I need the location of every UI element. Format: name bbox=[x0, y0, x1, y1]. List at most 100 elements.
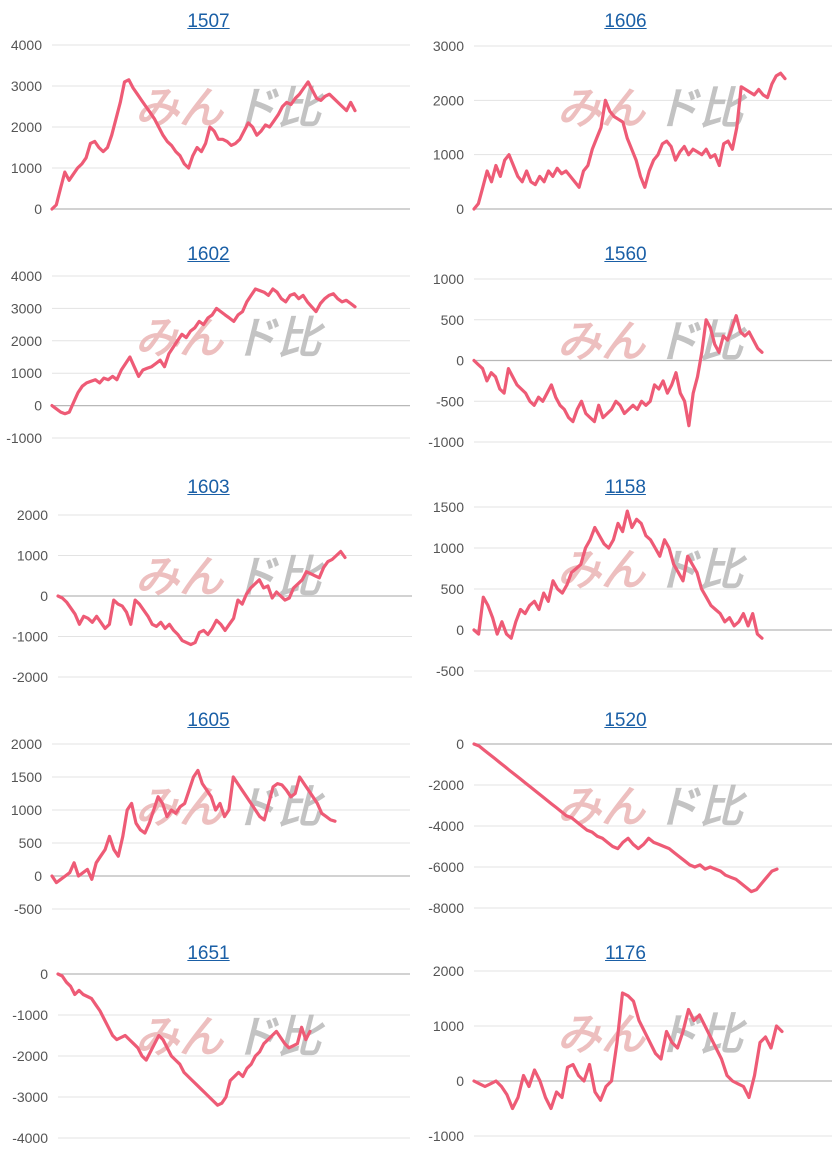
y-tick-label: -2000 bbox=[428, 777, 464, 793]
watermark-logo-part2: ド比 bbox=[655, 782, 748, 833]
y-tick-label: 0 bbox=[456, 201, 464, 217]
y-tick-label: -1000 bbox=[428, 1128, 464, 1144]
y-tick-label: 2000 bbox=[11, 119, 42, 135]
series-line bbox=[50, 768, 337, 885]
chart-panel-1605: 1605 2000 1500 1000 500 0 -500 みん ド比 bbox=[0, 699, 417, 932]
chart-title-link[interactable]: 1560 bbox=[604, 244, 647, 265]
y-tick-label: 2000 bbox=[11, 736, 42, 752]
series-line bbox=[472, 71, 787, 211]
watermark-logo-part2: ド比 bbox=[655, 83, 748, 134]
series-line bbox=[472, 509, 764, 640]
chart-panel-1158: 1158 1500 1000 500 0 -500 みん ド比 bbox=[417, 466, 834, 699]
series-line bbox=[472, 742, 779, 894]
line-chart: 0 -2000 -4000 -6000 -8000 みん ド比 bbox=[428, 736, 832, 916]
chart-title-link[interactable]: 1651 bbox=[187, 943, 230, 964]
y-tick-label: 0 bbox=[40, 966, 48, 982]
y-tick-label: 1000 bbox=[433, 1018, 464, 1034]
y-tick-label: 2000 bbox=[17, 507, 48, 523]
y-tick-label: 2000 bbox=[11, 333, 42, 349]
y-tick-label: 1000 bbox=[433, 540, 464, 556]
y-tick-label: -1000 bbox=[6, 430, 42, 446]
watermark-logo-part2: ド比 bbox=[233, 782, 326, 833]
y-tick-label: -2000 bbox=[12, 1048, 48, 1064]
y-tick-label: 0 bbox=[456, 622, 464, 638]
y-tick-label: -1000 bbox=[12, 629, 48, 645]
y-tick-label: 500 bbox=[441, 312, 465, 328]
y-tick-label: -500 bbox=[14, 901, 42, 917]
y-tick-label: 0 bbox=[456, 353, 464, 369]
y-tick-label: -4000 bbox=[428, 818, 464, 834]
y-tick-label: 0 bbox=[34, 398, 42, 414]
y-tick-label: 2000 bbox=[433, 963, 464, 979]
chart-title-link[interactable]: 1176 bbox=[605, 943, 646, 964]
chart-title-link[interactable]: 1606 bbox=[604, 11, 647, 32]
y-tick-label: 0 bbox=[456, 1073, 464, 1089]
chart-title-link[interactable]: 1602 bbox=[187, 244, 230, 265]
y-tick-label: 4000 bbox=[11, 37, 42, 53]
y-tick-label: 1500 bbox=[433, 499, 464, 515]
y-tick-label: -500 bbox=[436, 393, 464, 409]
watermark-logo-part1: みん bbox=[557, 782, 647, 833]
watermark-logo-part1: みん bbox=[557, 545, 647, 596]
series-line bbox=[56, 972, 312, 1107]
chart-title-link[interactable]: 1507 bbox=[187, 11, 230, 32]
y-tick-label: 0 bbox=[34, 201, 42, 217]
watermark-logo-part2: ド比 bbox=[233, 313, 326, 364]
watermark-logo-part1: みん bbox=[135, 83, 225, 134]
chart-panel-1560: 1560 1000 500 0 -500 -1000 みん ド比 bbox=[417, 233, 834, 466]
y-tick-label: 1000 bbox=[17, 548, 48, 564]
y-tick-label: -2000 bbox=[12, 669, 48, 685]
watermark-logo-part1: みん bbox=[557, 316, 647, 367]
chart-panel-1507: 1507 4000 3000 2000 1000 0 みん ド比 bbox=[0, 0, 417, 233]
y-tick-label: 1000 bbox=[11, 160, 42, 176]
chart-panel-1520: 1520 0 -2000 -4000 -6000 -8000 みん ド比 bbox=[417, 699, 834, 932]
series-line bbox=[472, 314, 764, 428]
y-tick-label: 0 bbox=[34, 868, 42, 884]
series-line bbox=[50, 287, 357, 416]
y-tick-label: -3000 bbox=[12, 1089, 48, 1105]
series-line bbox=[50, 78, 357, 211]
chart-panel-1176: 1176 2000 1000 0 -1000 みん ド比 bbox=[417, 932, 834, 1165]
y-tick-label: -1000 bbox=[428, 434, 464, 450]
y-tick-label: -500 bbox=[436, 663, 464, 679]
y-tick-label: 2000 bbox=[433, 92, 464, 108]
chart-title-link[interactable]: 1605 bbox=[187, 710, 230, 731]
y-tick-label: 1000 bbox=[433, 271, 464, 287]
series-line bbox=[472, 991, 784, 1111]
y-tick-label: 1000 bbox=[11, 365, 42, 381]
series-line bbox=[56, 549, 347, 647]
y-tick-label: 1000 bbox=[11, 802, 42, 818]
y-tick-label: 500 bbox=[441, 581, 465, 597]
watermark-logo-part1: みん bbox=[135, 552, 225, 603]
chart-panel-1602: 1602 4000 3000 2000 1000 0 -1000 みん ド比 bbox=[0, 233, 417, 466]
y-tick-label: -8000 bbox=[428, 900, 464, 916]
y-tick-label: 3000 bbox=[11, 300, 42, 316]
chart-title-link[interactable]: 1520 bbox=[604, 710, 647, 731]
y-tick-label: 1000 bbox=[433, 147, 464, 163]
y-tick-label: -4000 bbox=[12, 1130, 48, 1146]
y-tick-label: 4000 bbox=[11, 268, 42, 284]
chart-title-link[interactable]: 1158 bbox=[605, 477, 646, 498]
watermark-logo-part1: みん bbox=[557, 1009, 647, 1060]
chart-panel-1651: 1651 0 -1000 -2000 -3000 -4000 みん ド比 bbox=[0, 932, 417, 1165]
chart-panel-1606: 1606 3000 2000 1000 0 みん ド比 bbox=[417, 0, 834, 233]
chart-panel-1603: 1603 2000 1000 0 -1000 -2000 みん ド比 bbox=[0, 466, 417, 699]
y-tick-label: -6000 bbox=[428, 859, 464, 875]
y-tick-label: 3000 bbox=[11, 78, 42, 94]
y-tick-label: 0 bbox=[40, 588, 48, 604]
y-tick-label: -1000 bbox=[12, 1007, 48, 1023]
y-tick-label: 1500 bbox=[11, 769, 42, 785]
y-tick-label: 3000 bbox=[433, 38, 464, 54]
y-tick-label: 500 bbox=[19, 835, 43, 851]
chart-title-link[interactable]: 1603 bbox=[187, 477, 230, 498]
y-tick-label: 0 bbox=[456, 736, 464, 752]
